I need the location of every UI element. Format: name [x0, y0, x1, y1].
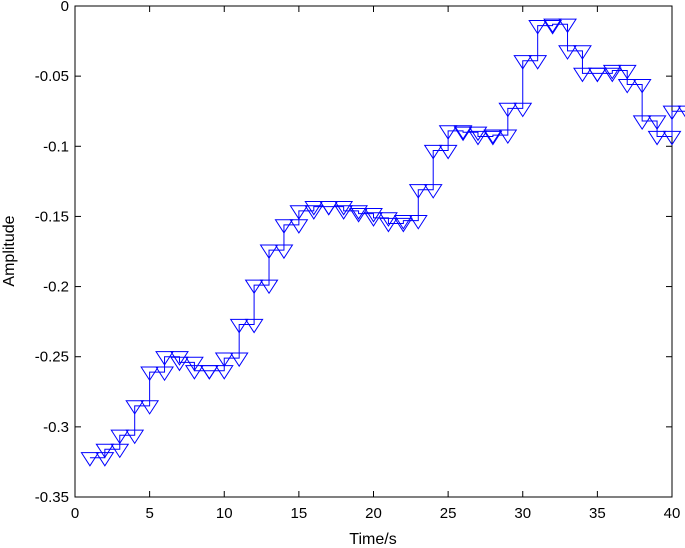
data-point-marker — [543, 20, 563, 35]
data-point-marker — [558, 45, 577, 60]
data-point-marker — [229, 352, 249, 368]
data-point-marker — [349, 205, 368, 220]
data-point-marker — [170, 351, 189, 366]
data-point-marker — [617, 78, 637, 94]
data-point-marker — [498, 129, 518, 145]
data-point-marker — [274, 219, 294, 234]
x-tick-label: 35 — [589, 505, 606, 522]
y-tick-label: -0.15 — [35, 208, 69, 225]
data-point-marker — [423, 144, 443, 160]
data-point-marker — [468, 130, 488, 146]
data-point-marker — [438, 144, 458, 160]
data-point-marker — [483, 130, 503, 146]
data-point-marker — [379, 217, 398, 233]
data-point-marker — [184, 356, 204, 372]
x-tick-label: 10 — [216, 505, 233, 522]
data-point-marker — [408, 215, 428, 230]
data-point-marker — [617, 64, 637, 80]
data-point-marker — [647, 130, 667, 146]
data-point-marker — [214, 352, 234, 368]
data-point-marker — [140, 366, 160, 382]
data-point-marker — [95, 452, 115, 467]
data-point-marker — [587, 67, 607, 83]
data-point-marker — [259, 279, 279, 295]
y-tick-label: -0.25 — [35, 349, 69, 366]
data-point-marker — [349, 208, 368, 223]
y-tick-label: -0.2 — [43, 279, 69, 296]
data-point-marker — [229, 318, 249, 334]
y-tick-label: -0.1 — [43, 138, 69, 155]
data-point-marker — [498, 102, 518, 118]
data-point-marker — [259, 244, 279, 260]
data-point-marker — [95, 443, 115, 459]
data-point-marker — [364, 208, 383, 223]
axis-ticks — [74, 5, 673, 498]
data-point-marker — [393, 217, 413, 233]
x-tick-label: 5 — [145, 505, 153, 522]
x-tick-label: 25 — [440, 505, 457, 522]
data-point-marker — [334, 201, 354, 216]
data-point-marker — [304, 205, 324, 220]
x-tick-label: 15 — [291, 505, 308, 522]
y-tick-labels: 0 -0.05 -0.1 -0.15 -0.2 -0.25 -0.3 -0.35 — [35, 0, 69, 506]
data-point-marker — [289, 205, 309, 220]
series-group — [80, 18, 685, 467]
data-point-marker — [423, 184, 443, 199]
data-point-marker — [468, 126, 488, 142]
x-tick-labels: 0 5 10 15 20 25 30 35 40 — [71, 505, 681, 522]
data-point-marker — [513, 102, 533, 118]
y-tick-label: -0.35 — [35, 489, 69, 506]
data-point-marker — [155, 366, 174, 382]
y-tick-label: -0.3 — [43, 419, 69, 436]
data-point-marker — [602, 67, 622, 83]
data-point-marker — [125, 429, 145, 445]
x-axis-label: Time/s — [349, 531, 396, 548]
data-point-marker — [244, 279, 264, 295]
data-point-marker — [140, 400, 160, 415]
y-axis-label: Amplitude — [1, 215, 18, 286]
data-point-marker — [632, 78, 652, 94]
y-tick-label: -0.05 — [35, 68, 69, 85]
data-point-marker — [528, 55, 548, 70]
data-point-marker — [393, 215, 413, 230]
data-point-marker — [379, 212, 398, 227]
data-point-marker — [602, 64, 622, 80]
data-point-marker — [438, 125, 458, 140]
data-point-marker — [319, 201, 339, 216]
data-point-marker — [558, 18, 577, 34]
data-point-marker — [184, 365, 204, 380]
data-point-marker — [677, 105, 685, 118]
data-point-marker — [408, 184, 428, 199]
data-point-marker — [304, 201, 324, 216]
data-point-marker — [170, 356, 189, 372]
data-point-marker — [453, 126, 473, 142]
data-point-marker — [364, 212, 383, 227]
data-point-marker — [483, 129, 503, 145]
data-point-marker — [573, 67, 592, 83]
data-point-marker — [110, 429, 130, 445]
x-tick-label: 30 — [514, 505, 531, 522]
data-point-marker — [199, 365, 219, 380]
data-point-marker — [453, 125, 473, 140]
data-point-marker — [543, 18, 563, 34]
x-tick-label: 0 — [71, 505, 79, 522]
data-point-marker — [274, 244, 294, 260]
data-point-marker — [647, 115, 667, 131]
data-point-marker — [334, 205, 354, 220]
data-point-marker — [662, 130, 682, 146]
data-point-marker — [513, 55, 533, 70]
x-tick-label: 20 — [365, 505, 382, 522]
data-point-marker — [80, 452, 100, 467]
data-point-marker — [125, 400, 145, 415]
data-point-marker — [573, 45, 592, 60]
x-tick-label: 40 — [664, 505, 681, 522]
data-point-marker — [528, 20, 548, 35]
data-point-marker — [662, 105, 682, 121]
y-tick-label: 0 — [61, 0, 69, 15]
data-point-marker — [632, 115, 652, 131]
data-point-marker — [244, 318, 264, 334]
data-point-marker — [155, 351, 174, 366]
plot-area — [74, 5, 673, 498]
